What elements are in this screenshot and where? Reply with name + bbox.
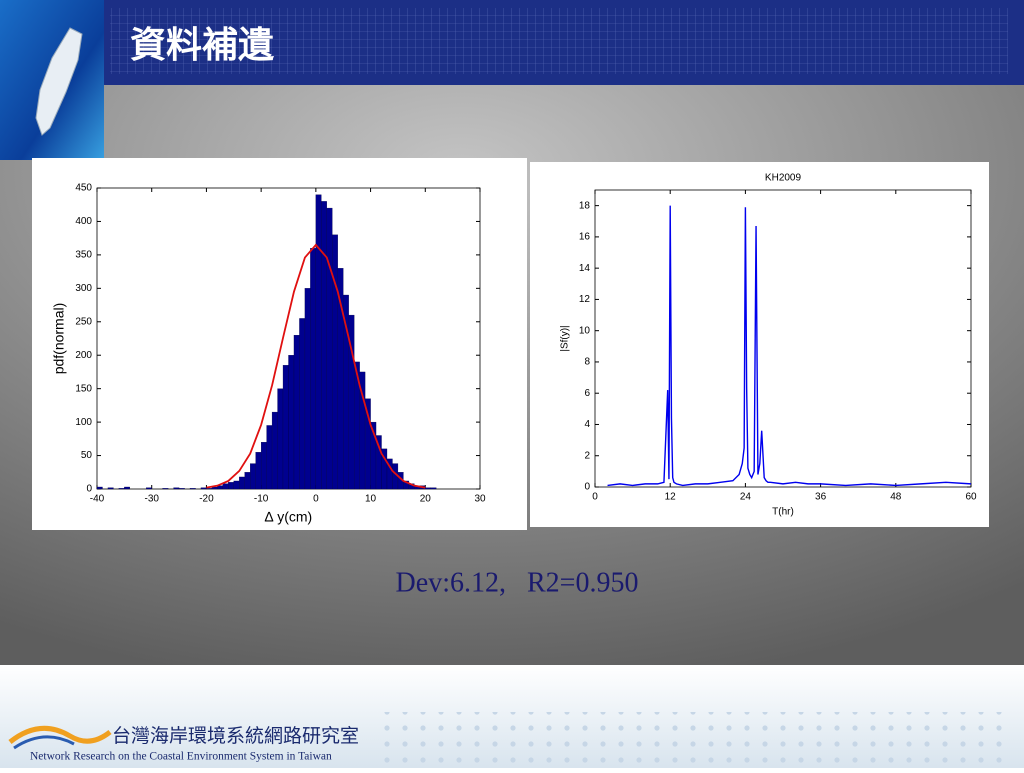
y-tick-label: 150 <box>75 383 92 394</box>
y-tick-label: 400 <box>75 216 92 227</box>
x-tick-label: 12 <box>665 492 677 503</box>
bar <box>233 480 240 490</box>
logo-wave <box>8 725 112 744</box>
bar <box>293 335 300 490</box>
bar <box>282 365 289 490</box>
y-tick-label: 0 <box>584 482 590 493</box>
bar <box>173 487 180 490</box>
bar <box>255 452 262 490</box>
bar <box>228 482 234 490</box>
line <box>607 205 972 487</box>
y-tick-label: 10 <box>579 325 591 336</box>
y-tick-label: 6 <box>584 388 590 399</box>
x-tick-label: -40 <box>90 494 105 505</box>
x-tick-label: 0 <box>313 494 319 505</box>
bar <box>266 425 273 490</box>
bar <box>260 442 267 490</box>
y-axis-label: |Sf(y)| <box>560 325 571 351</box>
slide-title: 資料補遺 <box>130 24 275 66</box>
bar <box>222 483 229 490</box>
bar <box>162 488 169 490</box>
bar <box>304 288 311 490</box>
x-tick-label: 0 <box>592 492 598 503</box>
bar <box>239 476 245 490</box>
x-tick-label: 30 <box>474 494 486 505</box>
logo-wave <box>13 735 75 750</box>
org-name-zh: 台灣海岸環境系統網路研究室 <box>112 725 359 747</box>
taiwan-island <box>35 27 83 136</box>
bar <box>118 488 125 490</box>
y-tick-label: 300 <box>75 283 92 294</box>
bar <box>271 411 278 490</box>
y-tick-label: 250 <box>75 316 92 327</box>
bar <box>206 488 213 490</box>
x-tick-label: -20 <box>199 494 214 505</box>
bar <box>124 486 130 490</box>
y-axis-label: pdf(normal) <box>51 303 67 375</box>
axes-box <box>594 189 972 488</box>
y-tick-label: 0 <box>86 484 92 495</box>
bar <box>146 487 152 490</box>
y-tick-label: 4 <box>584 419 590 430</box>
x-tick-label: 48 <box>890 492 902 503</box>
bar <box>315 194 322 490</box>
chart-panel <box>530 162 989 527</box>
bar <box>244 472 251 490</box>
y-tick-label: 450 <box>75 183 92 194</box>
y-tick-label: 14 <box>579 263 591 274</box>
bar <box>107 487 114 490</box>
x-tick-label: 60 <box>965 492 977 503</box>
x-tick-label: 10 <box>365 494 377 505</box>
y-tick-label: 200 <box>75 350 92 361</box>
bar <box>310 248 317 490</box>
x-tick-label: -10 <box>254 494 269 505</box>
fit-curve <box>206 243 426 489</box>
y-tick-label: 50 <box>81 450 93 461</box>
bar <box>200 487 207 490</box>
x-tick-label: 20 <box>420 494 432 505</box>
bar <box>250 463 256 490</box>
x-tick-label: 24 <box>740 492 752 503</box>
y-tick-label: 100 <box>75 417 92 428</box>
bar <box>288 355 295 490</box>
bar <box>430 487 437 490</box>
chart-title: KH2009 <box>765 173 802 184</box>
x-tick-label: 36 <box>815 492 827 503</box>
caption: Dev:6.12, R2=0.950 <box>396 567 639 598</box>
bar <box>332 234 338 490</box>
x-axis-label: ∆ y(cm) <box>265 509 312 525</box>
bar <box>326 207 333 490</box>
bar <box>299 318 306 490</box>
org-name-en: Network Research on the Coastal Environm… <box>30 751 332 763</box>
y-tick-label: 12 <box>579 294 591 305</box>
bar <box>321 201 327 490</box>
bar <box>96 486 103 490</box>
header-grid <box>110 8 1008 74</box>
bar <box>178 488 185 490</box>
y-tick-label: 2 <box>584 450 590 461</box>
bar <box>425 487 431 490</box>
bar <box>189 488 196 490</box>
y-tick-label: 18 <box>579 200 591 211</box>
bar <box>277 388 284 490</box>
y-tick-label: 8 <box>584 357 590 368</box>
footer-dots <box>380 712 1010 768</box>
x-tick-label: -30 <box>144 494 159 505</box>
x-axis-label: T(hr) <box>772 507 794 518</box>
y-tick-label: 350 <box>75 250 92 261</box>
y-tick-label: 16 <box>579 232 591 243</box>
